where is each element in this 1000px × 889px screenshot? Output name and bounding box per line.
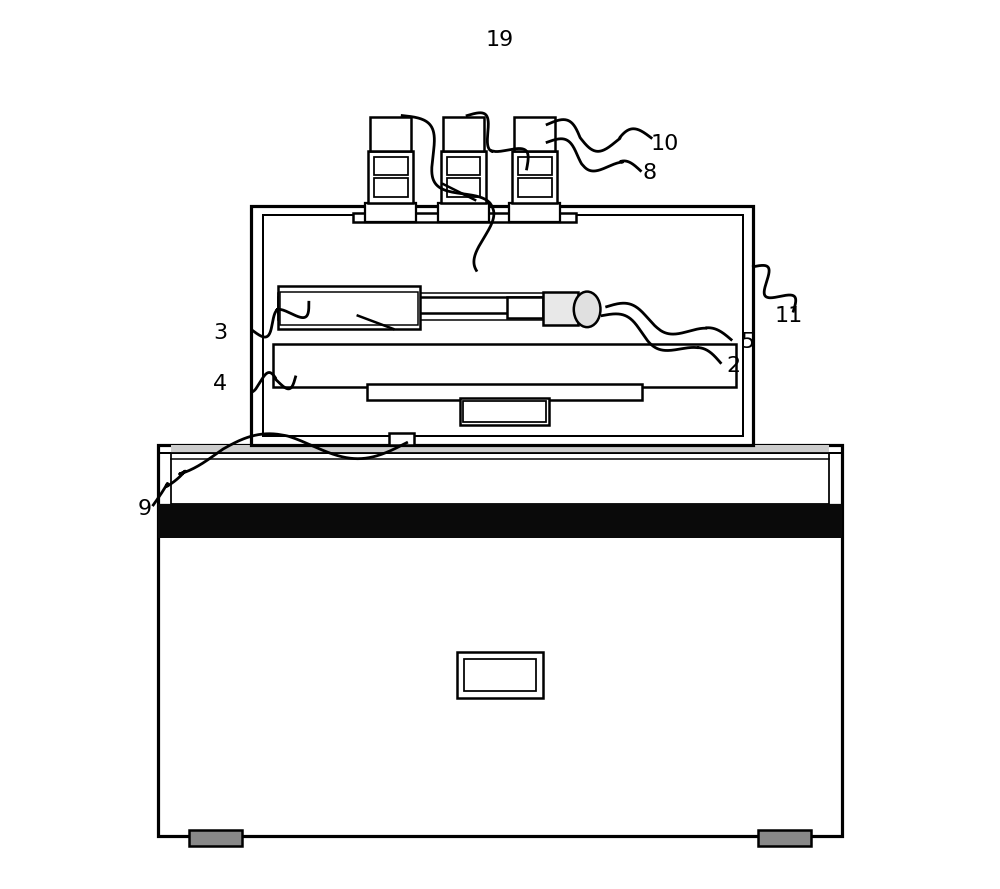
Bar	[389, 433, 414, 444]
Bar	[518, 157, 552, 175]
Bar	[447, 178, 480, 197]
Bar	[758, 830, 811, 846]
Text: 7: 7	[533, 159, 547, 179]
Bar	[278, 297, 571, 313]
Text: 10: 10	[650, 134, 679, 154]
Bar	[374, 157, 408, 175]
Ellipse shape	[574, 292, 600, 327]
Bar	[463, 401, 546, 422]
Bar	[438, 203, 489, 222]
Bar	[158, 444, 842, 836]
Text: 4: 4	[213, 374, 227, 394]
Bar	[189, 830, 242, 846]
Bar	[280, 292, 418, 325]
Text: 9: 9	[137, 499, 151, 518]
Bar	[509, 203, 560, 222]
Bar	[171, 453, 829, 504]
Bar	[171, 444, 829, 453]
Bar	[443, 117, 484, 151]
Bar	[514, 117, 555, 151]
Bar	[518, 178, 552, 197]
Bar	[512, 151, 557, 203]
Bar	[365, 203, 416, 222]
Bar	[158, 504, 842, 538]
Bar	[273, 344, 736, 387]
Text: 8: 8	[642, 164, 656, 183]
Bar	[251, 206, 753, 444]
Text: 5: 5	[740, 332, 754, 352]
Bar	[457, 652, 543, 698]
Bar	[374, 178, 408, 197]
Text: 11: 11	[775, 306, 803, 325]
Bar	[353, 213, 576, 222]
Text: 19: 19	[486, 30, 514, 50]
Bar	[447, 157, 480, 175]
Bar	[370, 117, 411, 151]
Bar	[368, 151, 413, 203]
Bar	[507, 297, 543, 318]
Bar	[278, 293, 571, 320]
Text: 3: 3	[213, 324, 227, 343]
Bar	[460, 398, 549, 425]
Bar	[367, 384, 642, 400]
Bar	[441, 151, 486, 203]
Bar	[263, 215, 743, 436]
Text: 2: 2	[727, 356, 741, 376]
Bar	[543, 292, 578, 325]
Bar	[464, 659, 536, 691]
Bar	[278, 286, 420, 329]
